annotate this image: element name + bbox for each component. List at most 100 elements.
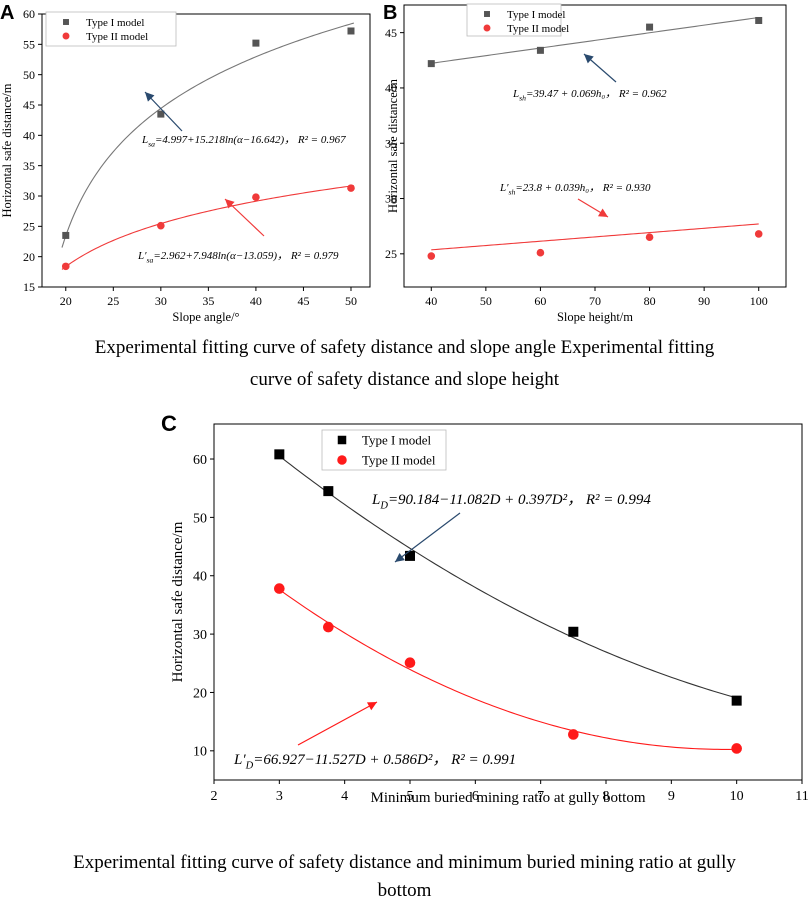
chart-panel-a: A 20 25 30 35 40 45 50 15 20 25 30 35 40 45 50 55 60 Slope… [0, 2, 371, 324]
x-tick-label: 6 [472, 789, 479, 804]
data-point-type-ii [274, 583, 285, 594]
y-tick-label: 20 [193, 686, 207, 701]
fit-equation-type-ii: L′sa=2.962+7.948ln(α−13.059)， R² = 0.979 [137, 250, 339, 264]
annotation-arrow-head [395, 552, 405, 562]
y-tick-label: 60 [23, 7, 35, 21]
annotation-arrow-head [225, 199, 235, 209]
data-point-type-i [323, 486, 334, 497]
data-point-type-ii [568, 729, 579, 740]
annotation-arrow-line [297, 701, 378, 746]
legend-label: Type I model [362, 433, 432, 448]
x-tick-label: 100 [750, 294, 768, 308]
annotation-arrow-head [366, 702, 377, 711]
x-tick-label: 9 [668, 789, 675, 804]
data-point-type-ii [323, 621, 334, 633]
x-tick-label: 50 [480, 294, 492, 308]
y-tick-label: 45 [385, 26, 397, 40]
legend-label: Type II model [362, 453, 436, 468]
data-point-type-ii [252, 193, 260, 202]
data-point-type-ii [645, 233, 654, 242]
x-tick-label: 70 [589, 294, 601, 308]
y-tick-label: 30 [23, 189, 35, 203]
x-tick-label: 40 [425, 294, 437, 308]
annotation-arrow-head [584, 54, 594, 64]
data-point-type-i [536, 46, 544, 54]
y-axis-label: Horizontal safe distance/m [170, 521, 186, 682]
legend-marker-type-ii [62, 32, 70, 40]
chart-panel-b: B 40 50 60 70 80 90 100 25 30 35 40 45 Slope height/m… [383, 2, 787, 324]
data-point-type-ii [536, 248, 545, 257]
y-tick-label: 20 [23, 250, 35, 264]
y-tick-label: 30 [193, 628, 207, 643]
y-tick-label: 55 [23, 38, 35, 52]
y-tick-label: 15 [23, 280, 35, 294]
y-tick-label: 45 [23, 98, 35, 112]
panel-letter-c: C [161, 411, 177, 436]
x-tick-label: 10 [730, 789, 744, 804]
fit-curve-type-i [61, 22, 354, 248]
legend-marker-type-i [337, 435, 347, 445]
data-point-type-ii [404, 657, 416, 668]
annotation-arrow-head [597, 208, 608, 217]
y-tick-label: 10 [193, 745, 207, 760]
x-tick-label: 45 [297, 294, 309, 308]
x-axis-label: Slope height/m [557, 310, 633, 324]
legend-marker-type-i [484, 11, 490, 17]
x-tick-label: 90 [698, 294, 710, 308]
legend-box [466, 3, 562, 37]
chart-panel-c: C 2 3 4 5 6 7 8 9 10 11 10 20 30 40 50 60 Minimum buried … [161, 411, 809, 806]
legend-marker-type-ii [483, 24, 491, 32]
data-point-type-ii [754, 230, 763, 238]
fit-curve-type-ii [279, 589, 737, 750]
x-tick-label: 11 [795, 789, 808, 804]
x-tick-label: 7 [537, 789, 544, 804]
legend-label: Type I model [86, 17, 145, 29]
x-tick-label: 50 [345, 294, 357, 308]
data-point-type-i [731, 695, 742, 706]
legend-marker-type-i [63, 19, 69, 25]
y-tick-label: 50 [23, 68, 35, 82]
data-point-type-i [427, 60, 435, 68]
x-tick-label: 80 [644, 294, 656, 308]
x-tick-label: 35 [202, 294, 214, 308]
x-tick-label: 40 [250, 294, 262, 308]
x-tick-label: 25 [107, 294, 119, 308]
fit-curve-type-ii [61, 185, 354, 270]
data-point-type-ii [347, 184, 355, 192]
data-point-type-i [405, 550, 415, 561]
y-axis-label: Horizontal safe distance/m [0, 83, 14, 217]
y-axis-label: Horizontal safe distance/m [386, 79, 400, 213]
y-tick-label: 30 [385, 192, 397, 206]
x-tick-label: 20 [60, 294, 72, 308]
y-tick-label: 40 [193, 570, 207, 585]
fit-equation-type-i: LD=90.184−11.082D + 0.397D²， R² = 0.994 [371, 492, 651, 512]
data-point-type-i [646, 23, 654, 31]
legend-label: Type II model [86, 31, 148, 43]
data-point-type-ii [427, 252, 436, 260]
annotation-arrow-head [145, 92, 155, 102]
fit-curve-type-i [431, 16, 759, 64]
x-tick-label: 3 [276, 789, 283, 804]
plot-frame [403, 4, 787, 288]
fit-equation-type-i: Lsa=4.997+15.218ln(α−16.642)， R² = 0.967 [141, 134, 346, 148]
data-point-type-i [274, 449, 285, 460]
plot-frame [41, 13, 371, 288]
data-point-type-ii [157, 221, 165, 230]
y-tick-label: 35 [385, 136, 397, 150]
legend-label: Type II model [507, 23, 569, 35]
caption-c-line-1: Experimental fitting curve of safety dis… [73, 852, 736, 873]
data-point-type-i [347, 27, 355, 35]
fit-curve-type-ii [431, 223, 759, 251]
caption-ab-line-2: curve of safety distance and slope heigh… [249, 369, 560, 390]
legend-box [45, 11, 177, 47]
x-axis-label: Slope angle/° [172, 310, 239, 324]
data-point-type-i [62, 231, 70, 239]
y-tick-label: 25 [385, 247, 397, 261]
data-point-type-ii [61, 262, 70, 271]
data-point-type-ii [731, 743, 742, 754]
x-tick-label: 8 [603, 789, 610, 804]
y-tick-label: 35 [23, 159, 35, 173]
caption-c-line-2: bottom [377, 880, 432, 901]
x-tick-label: 30 [155, 294, 167, 308]
